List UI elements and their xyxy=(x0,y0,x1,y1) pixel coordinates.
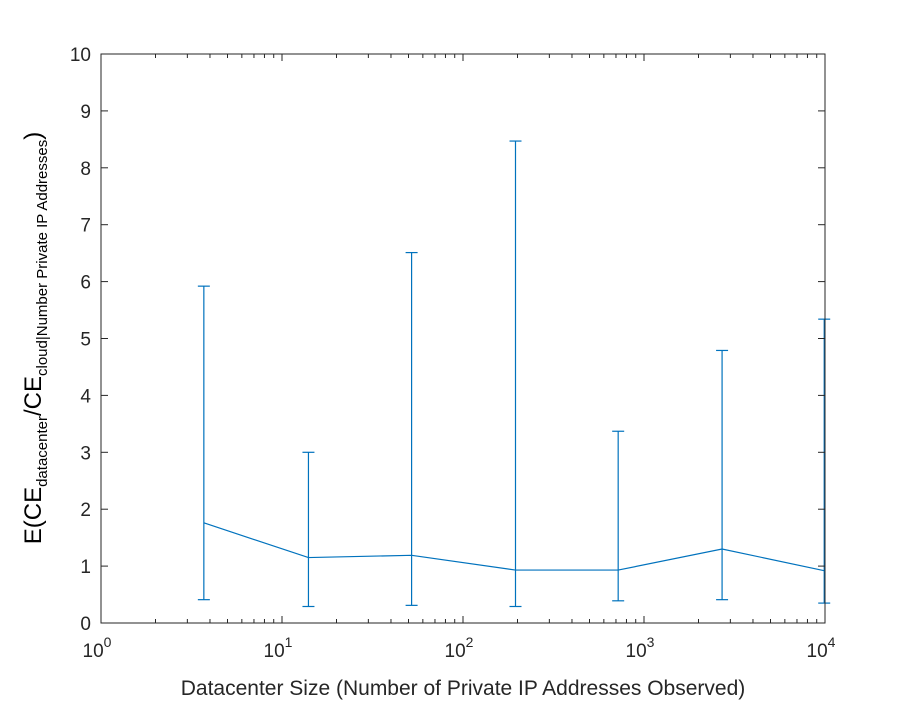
y-axis-label-sub2: cloud|Number Private IP Addresses xyxy=(34,140,51,376)
y-tick-label: 10 xyxy=(70,45,91,66)
y-tick-label: 6 xyxy=(80,273,91,294)
y-tick-label: 4 xyxy=(80,386,91,407)
data-marks xyxy=(197,140,831,608)
y-tick-label: 8 xyxy=(80,159,91,180)
x-tick-label: 101 xyxy=(264,634,293,662)
plot-box xyxy=(100,53,826,624)
x-tick-label: 102 xyxy=(445,634,474,662)
x-tick-label: 100 xyxy=(83,634,112,662)
y-tick-label: 5 xyxy=(80,330,91,351)
y-axis-label-suffix: ) xyxy=(20,132,47,140)
y-axis-label-middle: /CE xyxy=(20,376,47,416)
y-tick-label: 0 xyxy=(80,614,91,635)
x-axis-label: Datacenter Size (Number of Private IP Ad… xyxy=(181,677,746,700)
y-axis-label-sub1: datacenter xyxy=(34,416,51,487)
y-tick-label: 2 xyxy=(80,500,91,521)
y-tick-label: 7 xyxy=(80,216,91,237)
x-tick-label: 103 xyxy=(626,634,655,662)
y-tick-label: 9 xyxy=(80,102,91,123)
x-tick-label: 104 xyxy=(807,634,836,662)
y-tick-label: 1 xyxy=(80,557,91,578)
y-tick-label: 3 xyxy=(80,443,91,464)
y-axis-label: E(CEdatacenter/CEcloud|Number Private IP… xyxy=(20,132,51,545)
y-axis-label-prefix: E(CE xyxy=(20,487,47,544)
plot-background xyxy=(101,54,825,623)
